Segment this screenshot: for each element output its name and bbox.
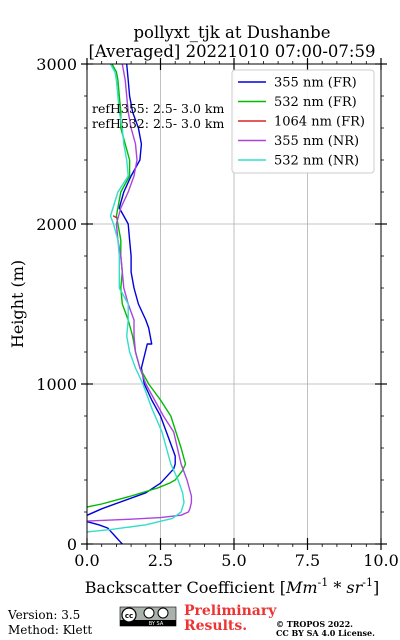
preliminary-results-line-1: Preliminary — [184, 603, 277, 619]
x-axis-unit-sr: * sr — [328, 578, 363, 597]
axis-ticks: 0.0 2.5 5.0 7.5 10.0 0 1000 2000 3000 — [36, 55, 399, 570]
cc-license-badge: cc BY SA — [119, 606, 177, 627]
sa-icon — [157, 607, 169, 619]
cc-icon — [121, 607, 137, 623]
legend-box — [231, 69, 375, 174]
footer-version: Version: 3.5 — [7, 608, 80, 622]
legend: 355 nm (FR) 532 nm (FR) 1064 nm (FR) 355 nm… — [231, 69, 375, 174]
series-line-3 — [87, 64, 193, 522]
x-tick-label-1: 2.5 — [148, 551, 173, 570]
legend-label-3: 355 nm (NR) — [274, 134, 359, 149]
y-axis-label: Height (m) — [8, 260, 27, 348]
x-axis-unit-sup-2: -1 — [362, 576, 373, 589]
cc-badge-text: BY SA — [149, 621, 164, 627]
series-line-4 — [87, 64, 185, 533]
y-tick-label-0: 0 — [67, 535, 77, 554]
chart-title-line-1: pollyxt_tjk at Dushanbe — [133, 23, 330, 42]
copyright-line-2: CC BY SA 4.0 License. — [276, 628, 375, 638]
y-tick-label-2: 2000 — [36, 215, 77, 234]
x-axis-unit-sup-1: -1 — [318, 576, 329, 589]
footer-method: Method: Klett — [8, 623, 92, 637]
x-tick-label-4: 10.0 — [363, 551, 399, 570]
legend-label-0: 355 nm (FR) — [274, 76, 357, 91]
by-icon — [143, 607, 155, 619]
x-tick-label-0: 0.0 — [74, 551, 99, 570]
x-axis-unit-open: [ — [280, 578, 286, 597]
svg-text:cc: cc — [125, 612, 133, 620]
legend-label-1: 532 nm (FR) — [274, 95, 357, 110]
y-tick-label-3: 3000 — [36, 55, 77, 74]
x-axis-unit-mm: Mm — [285, 578, 318, 597]
x-tick-label-3: 7.5 — [295, 551, 320, 570]
x-tick-label-2: 5.0 — [221, 551, 246, 570]
series-lines — [87, 64, 193, 544]
series-line-2 — [112, 215, 118, 219]
legend-label-2: 1064 nm (FR) — [274, 115, 365, 130]
y-tick-label-1: 1000 — [36, 375, 77, 394]
x-axis-label-text: Backscatter Coefficient — [85, 578, 275, 597]
copyright-line-1: © TROPOS 2022. — [276, 619, 353, 629]
annotation-refh532: refH532: 2.5- 3.0 km — [92, 116, 224, 131]
preliminary-results-line-2: Results. — [184, 618, 247, 634]
x-axis-unit-close: ] — [373, 578, 379, 597]
chart-title-line-2: [Averaged] 20221010 07:00-07:59 — [89, 42, 376, 61]
annotation-refh355: refH355: 2.5- 3.0 km — [92, 101, 224, 116]
x-axis-label: Backscatter Coefficient [Mm-1 * sr-1] — [85, 576, 379, 597]
legend-label-4: 532 nm (NR) — [274, 154, 359, 169]
